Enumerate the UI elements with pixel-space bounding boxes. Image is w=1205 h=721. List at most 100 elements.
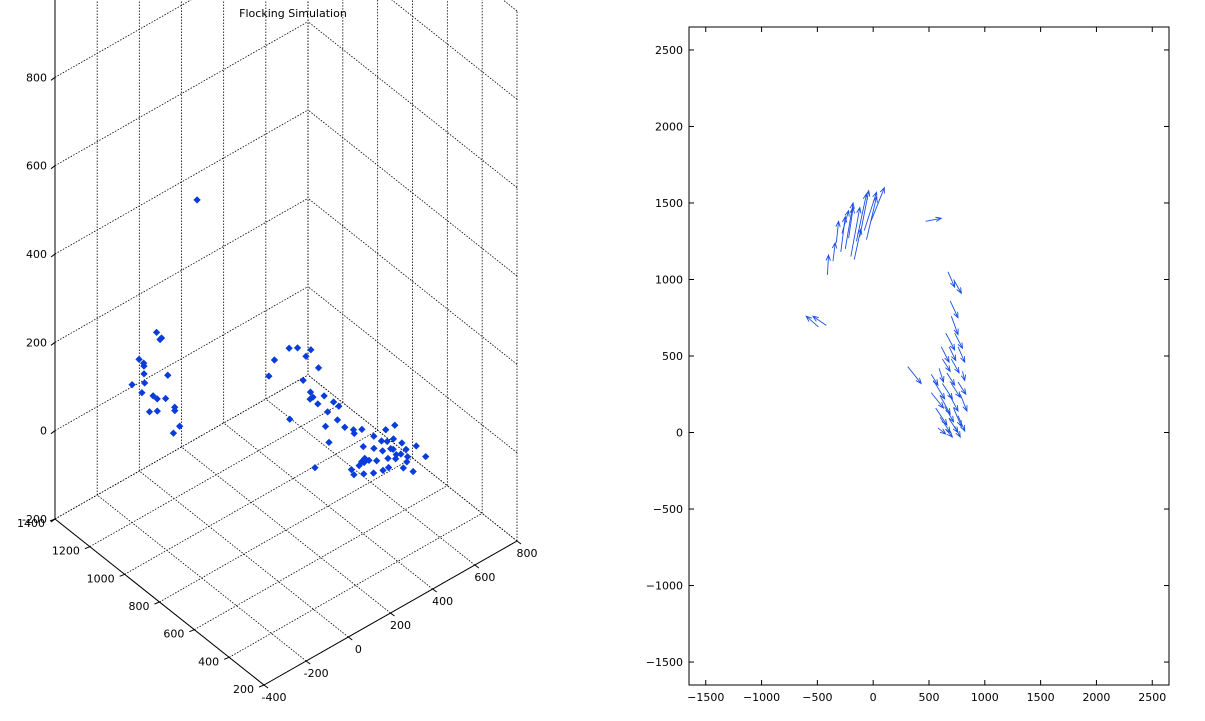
y-tick-label: 2000: [655, 120, 683, 133]
grid-line: [54, 0, 192, 78]
data-point: [153, 407, 162, 415]
velocity-arrow: [947, 271, 956, 289]
grid-line: [159, 457, 413, 603]
data-point: [369, 469, 378, 477]
y-tick-label: 200: [233, 683, 254, 696]
x-tick-label: 1000: [971, 691, 999, 704]
grid-line: [307, 21, 518, 188]
velocity-arrow: [856, 192, 868, 242]
y-tick-label: −500: [653, 503, 683, 516]
x-tick-label: -400: [262, 691, 287, 704]
x-tick-label: −1000: [743, 691, 780, 704]
data-point: [350, 429, 358, 438]
x-tick-mark: [432, 588, 437, 593]
x-tick-mark: [348, 636, 353, 641]
z-tick-mark: [50, 165, 56, 170]
data-point: [171, 406, 179, 415]
data-point: [402, 445, 410, 454]
velocity-arrow: [942, 383, 954, 400]
data-point: [128, 380, 136, 389]
data-point: [293, 344, 302, 352]
data-point: [302, 352, 310, 361]
x-tick-label: 800: [517, 547, 538, 560]
velocity-arrow: [844, 201, 855, 249]
velocity-arrow: [866, 195, 878, 240]
x-tick-label: 0: [355, 643, 362, 656]
data-point: [145, 408, 154, 416]
velocity-arrow: [835, 220, 841, 243]
grid-line: [181, 446, 391, 614]
y-tick-label: 0: [676, 427, 683, 440]
data-point: [403, 458, 411, 466]
grid-line: [307, 198, 518, 365]
velocity-arrow: [957, 415, 966, 433]
data-point: [399, 464, 408, 472]
plot-frame: [688, 26, 1170, 686]
x-tick-label: 500: [919, 691, 940, 704]
x-tick-label: 400: [432, 595, 453, 608]
data-point: [350, 470, 358, 479]
y-tick-label: 600: [163, 628, 184, 641]
data-point: [347, 465, 356, 474]
data-point: [335, 402, 343, 410]
data-point: [391, 421, 399, 429]
grid-line: [194, 485, 448, 631]
data-point: [383, 437, 391, 446]
grid-line: [54, 197, 309, 343]
y-tick-label: 1500: [655, 197, 683, 210]
y-tick-label: 1000: [87, 572, 115, 585]
data-point: [398, 439, 406, 447]
data-point: [359, 442, 368, 451]
data-point: [169, 429, 178, 437]
velocity-arrow: [805, 315, 819, 328]
x-tick-label: 1500: [1027, 691, 1055, 704]
data-point: [153, 395, 161, 403]
chart-title: Flocking Simulation: [239, 7, 347, 20]
x-tick-label: 2000: [1082, 691, 1110, 704]
y-tick-mark: [84, 546, 91, 550]
x-tick-label: −1500: [687, 691, 724, 704]
velocity-arrow: [859, 189, 871, 237]
velocity-arrow: [938, 368, 945, 384]
data-point: [389, 445, 397, 454]
velocity-arrow: [850, 206, 862, 257]
y-tick-mark: [258, 684, 265, 688]
data-point: [265, 372, 273, 380]
data-point: [370, 432, 378, 440]
data-point: [314, 400, 322, 408]
data-point: [412, 442, 421, 450]
x-tick-label: 200: [390, 619, 411, 632]
grid-line: [89, 402, 344, 548]
data-point: [306, 388, 315, 396]
grid-line: [54, 286, 309, 432]
velocity-arrow: [870, 186, 885, 222]
x-tick-label: 2500: [1138, 691, 1166, 704]
x-tick-mark: [516, 540, 522, 545]
data-point: [307, 346, 315, 354]
data-point: [370, 444, 378, 453]
velocity-arrow: [945, 332, 956, 351]
x-tick-mark: [474, 564, 480, 569]
data-point: [311, 463, 319, 472]
data-point: [384, 463, 393, 472]
data-point: [323, 408, 332, 416]
velocity-arrow: [939, 395, 951, 416]
flocking-3d-scatter-chart: Flocking Simulation -400 -200 0 200 400 600 80…: [17, 0, 538, 704]
data-point: [384, 454, 392, 463]
velocity-arrow: [937, 427, 947, 435]
data-point: [286, 415, 294, 423]
data-point: [175, 422, 184, 430]
data-point: [306, 395, 314, 403]
grid-line: [124, 429, 378, 575]
velocity-arrow: [953, 279, 962, 295]
data-point: [397, 450, 405, 458]
velocity-arrow: [840, 215, 848, 253]
z-tick-label: -200: [22, 513, 47, 526]
z-tick-mark: [50, 253, 56, 258]
data-point: [359, 470, 368, 478]
grid-line: [54, 21, 309, 167]
velocity-arrow: [960, 371, 967, 382]
velocity-arrow: [948, 418, 959, 434]
grid-line: [307, 109, 518, 277]
data-point: [149, 392, 157, 400]
